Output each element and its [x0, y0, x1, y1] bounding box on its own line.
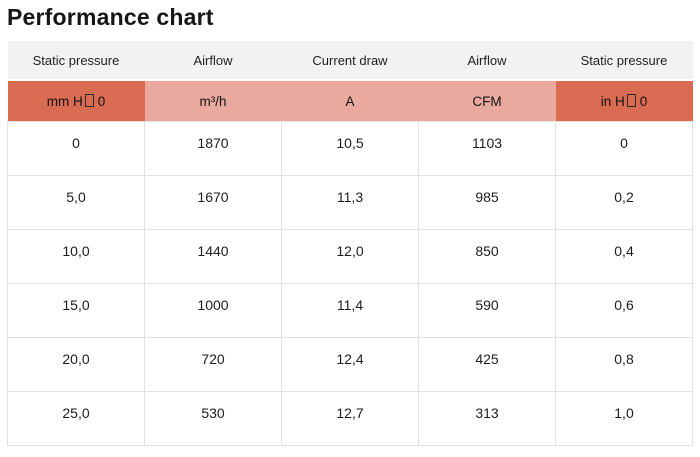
table-cell: 10,0: [7, 229, 145, 284]
column-header-static-pressure-imperial: Static pressure: [555, 41, 693, 81]
column-header-static-pressure-metric: Static pressure: [7, 41, 145, 81]
table-header: Static pressure Airflow Current draw Air…: [7, 41, 693, 122]
performance-table: Static pressure Airflow Current draw Air…: [7, 41, 693, 446]
unit-cell-in-h2o: in H 0: [555, 80, 693, 122]
unit-text: in H: [600, 93, 625, 109]
table-row: 20,0 720 12,4 425 0,8: [7, 337, 693, 392]
table-cell: 25,0: [7, 391, 145, 446]
table-row: 5,0 1670 11,3 985 0,2: [7, 175, 693, 230]
table-row: 25,0 530 12,7 313 1,0: [7, 391, 693, 446]
unit-text: mm H: [46, 93, 83, 109]
missing-glyph-box-icon: [626, 93, 636, 107]
table-cell: 1000: [144, 283, 282, 338]
table-cell: 1,0: [555, 391, 693, 446]
table-cell: 10,5: [281, 121, 419, 176]
table-cell: 0,2: [555, 175, 693, 230]
table-cell: 720: [144, 337, 282, 392]
column-header-airflow-imperial: Airflow: [418, 41, 556, 81]
table-cell: 590: [418, 283, 556, 338]
table-cell: 1670: [144, 175, 282, 230]
table-cell: 1440: [144, 229, 282, 284]
unit-text: 0: [97, 93, 106, 109]
table-cell: 11,3: [281, 175, 419, 230]
table-cell: 985: [418, 175, 556, 230]
table-cell: 5,0: [7, 175, 145, 230]
table-cell: 12,4: [281, 337, 419, 392]
table-cell: 0,8: [555, 337, 693, 392]
table-cell: 0: [555, 121, 693, 176]
column-header-airflow-metric: Airflow: [144, 41, 282, 81]
table-row: 0 1870 10,5 1103 0: [7, 121, 693, 176]
table-cell: 425: [418, 337, 556, 392]
missing-glyph-box-icon: [84, 93, 94, 107]
table-cell: 0,6: [555, 283, 693, 338]
units-row: mm H 0 m³/h A CFM in H 0: [7, 80, 693, 122]
page-title: Performance chart: [7, 4, 214, 30]
table-cell: 530: [144, 391, 282, 446]
unit-cell-m3h: m³/h: [144, 80, 282, 122]
table-cell: 313: [418, 391, 556, 446]
header-row: Static pressure Airflow Current draw Air…: [7, 41, 693, 81]
unit-cell-cfm: CFM: [418, 80, 556, 122]
table-cell: 12,7: [281, 391, 419, 446]
table-cell: 20,0: [7, 337, 145, 392]
column-header-current-draw: Current draw: [281, 41, 419, 81]
table-cell: 0: [7, 121, 145, 176]
table-cell: 15,0: [7, 283, 145, 338]
table-cell: 1870: [144, 121, 282, 176]
page: Performance chart Static pressure Airflo…: [7, 4, 693, 446]
table-cell: 850: [418, 229, 556, 284]
unit-cell-amps: A: [281, 80, 419, 122]
unit-text: 0: [639, 93, 648, 109]
table-cell: 11,4: [281, 283, 419, 338]
unit-cell-mm-h2o: mm H 0: [7, 80, 145, 122]
table-row: 10,0 1440 12,0 850 0,4: [7, 229, 693, 284]
table-cell: 0,4: [555, 229, 693, 284]
table-row: 15,0 1000 11,4 590 0,6: [7, 283, 693, 338]
table-body: 0 1870 10,5 1103 0 5,0 1670 11,3 985 0,2…: [7, 121, 693, 446]
table-cell: 1103: [418, 121, 556, 176]
table-cell: 12,0: [281, 229, 419, 284]
